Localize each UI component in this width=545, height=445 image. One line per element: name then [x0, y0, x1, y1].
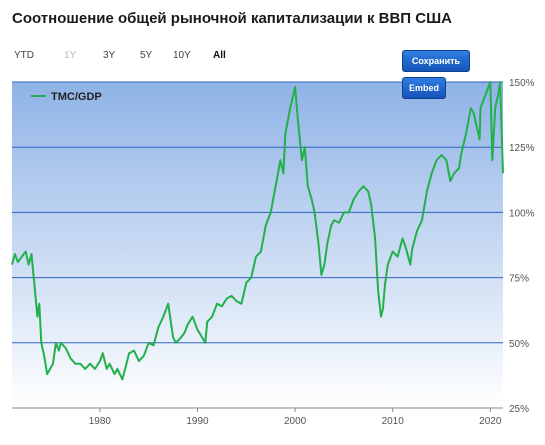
x-tick-label: 2020: [479, 416, 502, 427]
range-1y[interactable]: 1Y: [64, 50, 77, 61]
y-tick-label: 150%: [509, 78, 535, 89]
plot-background: [12, 82, 503, 408]
y-tick-label: 100%: [509, 208, 535, 219]
range-all[interactable]: All: [213, 50, 226, 61]
range-3y[interactable]: 3Y: [103, 50, 116, 61]
embed-button[interactable]: Embed: [402, 77, 447, 99]
x-tick-label: 2010: [382, 416, 405, 427]
range-5y[interactable]: 5Y: [140, 50, 153, 61]
save-button[interactable]: Сохранить: [402, 50, 470, 72]
x-tick-label: 2000: [284, 416, 307, 427]
range-10y[interactable]: 10Y: [173, 50, 191, 61]
y-tick-label: 75%: [509, 274, 529, 285]
y-tick-label: 25%: [509, 404, 529, 415]
x-tick-label: 1990: [186, 416, 209, 427]
legend-label: TMC/GDP: [51, 91, 102, 103]
x-tick-label: 1980: [89, 416, 112, 427]
y-tick-label: 50%: [509, 339, 529, 350]
range-ytd[interactable]: YTD: [14, 50, 34, 61]
y-tick-label: 125%: [509, 143, 535, 154]
page-title: Соотношение общей рыночной капитализации…: [12, 10, 452, 27]
series-line-tmc-gdp: [11, 81, 504, 381]
